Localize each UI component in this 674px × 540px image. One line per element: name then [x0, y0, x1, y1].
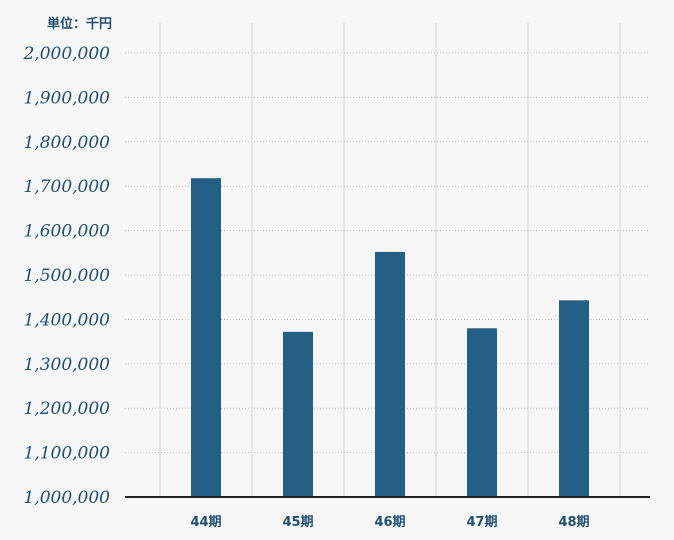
- x-tick-label: 46期: [374, 515, 405, 530]
- unit-label: 単位：千円: [47, 17, 113, 32]
- bar: [283, 331, 313, 497]
- bar: [191, 178, 221, 497]
- x-tick-label: 44期: [190, 515, 221, 530]
- y-tick-label: 1,500,000: [23, 266, 110, 286]
- y-tick-label: 1,200,000: [23, 399, 110, 419]
- bar: [375, 251, 405, 497]
- y-tick-label: 1,900,000: [23, 88, 110, 108]
- y-tick-label: 1,300,000: [23, 355, 110, 375]
- bar: [467, 328, 497, 497]
- y-tick-label: 1,600,000: [23, 222, 110, 242]
- x-tick-label: 47期: [466, 515, 497, 530]
- y-tick-label: 1,800,000: [23, 133, 110, 153]
- x-tick-label: 48期: [558, 515, 589, 530]
- y-tick-label: 1,000,000: [23, 488, 110, 508]
- y-tick-label: 1,400,000: [23, 310, 110, 330]
- bar: [559, 300, 589, 497]
- y-tick-label: 2,000,000: [22, 44, 110, 64]
- x-tick-label: 45期: [282, 515, 313, 530]
- y-tick-label: 1,700,000: [23, 177, 110, 197]
- y-tick-label: 1,100,000: [23, 444, 110, 464]
